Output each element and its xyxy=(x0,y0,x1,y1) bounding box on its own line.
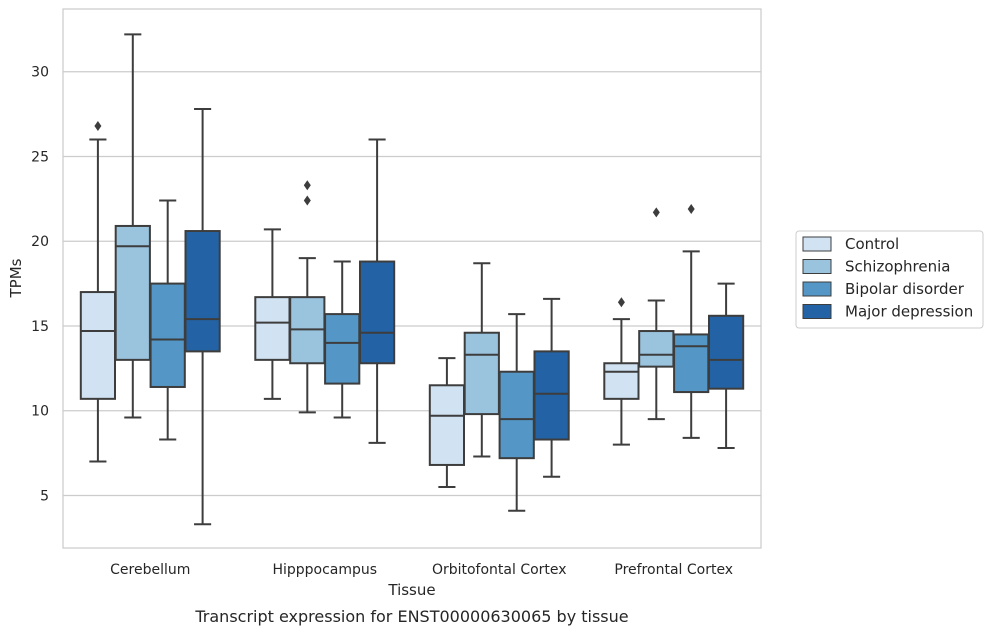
outlier-marker xyxy=(94,120,102,131)
iqr-box xyxy=(638,330,675,368)
box-plot xyxy=(707,282,745,449)
iqr-box xyxy=(149,282,186,388)
legend-swatch xyxy=(802,236,832,252)
iqr-box xyxy=(673,333,710,394)
box-plot xyxy=(324,260,361,419)
plot-area xyxy=(62,8,762,549)
box-plot xyxy=(184,108,221,526)
iqr-box xyxy=(184,230,221,353)
series-major-depression xyxy=(184,108,745,526)
legend-label: Major depression xyxy=(845,303,973,321)
box-plot xyxy=(289,180,326,414)
y-axis-label: TPMs xyxy=(7,258,25,298)
box-plot xyxy=(603,297,640,446)
box-plot xyxy=(673,204,710,439)
x-tick-label: Orbitofontal Cortex xyxy=(432,562,567,578)
box-series xyxy=(79,33,745,526)
y-tick-label: 5 xyxy=(40,488,49,504)
y-tick-labels: 5 10 15 20 25 30 xyxy=(31,65,49,505)
legend-swatch xyxy=(802,304,832,319)
iqr-box xyxy=(498,370,535,460)
box-plot xyxy=(533,297,570,478)
x-tick-label: Prefrontal Cortex xyxy=(614,562,733,578)
legend-label: Bipolar disorder xyxy=(845,280,965,298)
iqr-box xyxy=(114,224,151,361)
outlier-marker xyxy=(617,297,625,308)
series-bipolar-disorder xyxy=(149,199,710,512)
series-schizophrenia xyxy=(114,33,675,458)
box-plot xyxy=(254,228,291,400)
x-tick-label: Cerebellum xyxy=(110,562,190,578)
outlier-marker xyxy=(303,195,311,206)
legend-label: Schizophrenia xyxy=(845,258,950,276)
box-plot xyxy=(498,313,535,512)
outlier-marker xyxy=(687,204,695,215)
iqr-box xyxy=(358,260,396,365)
box-plot xyxy=(358,138,396,444)
iqr-box xyxy=(324,313,361,385)
y-tick-label: 10 xyxy=(31,404,49,420)
box-plot xyxy=(638,207,675,421)
y-tick-label: 25 xyxy=(31,149,49,165)
legend: Control Schizophrenia Bipolar disorder Majo… xyxy=(795,230,984,329)
iqr-box xyxy=(707,314,745,390)
y-tick-label: 15 xyxy=(31,319,49,335)
x-axis-label: Tissue xyxy=(387,581,435,599)
iqr-box xyxy=(79,291,117,400)
iqr-box xyxy=(603,362,640,400)
box-plot xyxy=(149,199,186,441)
x-tick-labels: Cerebellum Hipppocampus Orbitofontal Corte… xyxy=(110,562,733,578)
legend-swatch xyxy=(802,259,832,274)
box-plot xyxy=(79,120,117,463)
iqr-box xyxy=(428,384,466,466)
box-plot xyxy=(114,33,151,419)
legend-swatch xyxy=(802,281,832,297)
legend-frame xyxy=(795,230,984,329)
outlier-marker xyxy=(652,207,660,218)
iqr-box xyxy=(254,296,291,361)
y-tick-label: 30 xyxy=(31,65,49,81)
iqr-box xyxy=(463,331,500,416)
y-tick-label: 20 xyxy=(31,234,49,250)
series-control xyxy=(79,120,640,488)
iqr-box xyxy=(533,350,570,441)
outlier-marker xyxy=(303,180,311,191)
figure-caption: Transcript expression for ENST0000063006… xyxy=(194,607,628,626)
box-plot xyxy=(428,357,466,488)
box-plot xyxy=(463,262,500,458)
x-tick-label: Hipppocampus xyxy=(272,562,377,578)
legend-label: Control xyxy=(845,235,899,253)
